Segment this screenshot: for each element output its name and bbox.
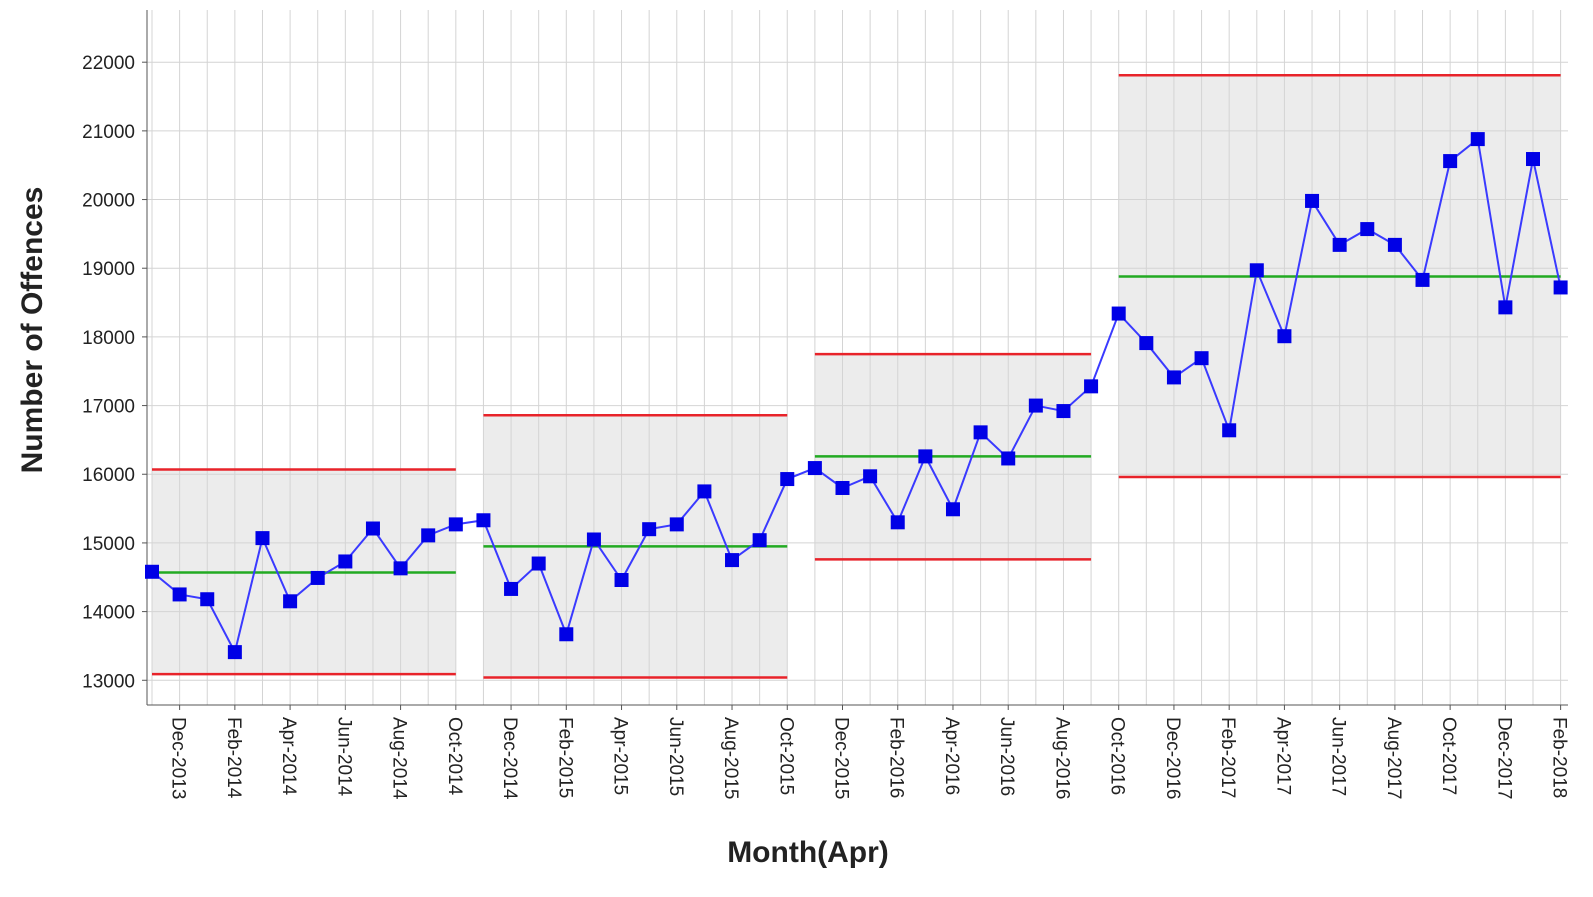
x-tick-label: Jun-2016 <box>996 717 1017 796</box>
data-point <box>1166 370 1181 385</box>
y-tick-label: 15000 <box>82 534 135 555</box>
x-tick-label: Aug-2016 <box>1051 717 1072 799</box>
data-point <box>1498 300 1513 315</box>
x-tick-label: Apr-2017 <box>1272 717 1293 795</box>
data-point <box>807 461 822 476</box>
data-point <box>1111 306 1126 321</box>
y-tick-label: 16000 <box>82 465 135 486</box>
data-point <box>918 449 933 464</box>
x-tick-label: Oct-2015 <box>775 717 796 795</box>
data-point <box>614 573 629 588</box>
data-point <box>1194 351 1209 366</box>
x-tick-label: Dec-2017 <box>1493 717 1514 799</box>
x-tick-label: Apr-2016 <box>941 717 962 795</box>
x-tick-label: Jun-2017 <box>1328 717 1349 796</box>
data-point <box>283 594 298 609</box>
y-tick-label: 20000 <box>82 191 135 212</box>
x-tick-label: Feb-2014 <box>223 717 244 799</box>
data-point <box>1305 193 1320 208</box>
data-point <box>200 592 215 607</box>
x-tick-label: Dec-2015 <box>831 717 852 799</box>
data-point <box>890 515 905 530</box>
data-point <box>1526 152 1540 167</box>
x-tick-label: Dec-2013 <box>168 717 189 799</box>
data-point <box>752 533 767 548</box>
y-tick-label: 22000 <box>82 53 135 74</box>
y-tick-label: 17000 <box>82 397 135 418</box>
data-point <box>1415 272 1430 287</box>
x-tick-label: Jun-2015 <box>665 717 686 796</box>
x-tick-label: Aug-2015 <box>720 717 741 799</box>
data-point <box>476 513 491 528</box>
x-tick-label: Jun-2014 <box>333 717 354 797</box>
data-point <box>1553 280 1568 295</box>
x-tick-label: Apr-2014 <box>278 717 299 796</box>
x-axis-title: Month(Apr) <box>727 836 889 869</box>
data-point <box>145 564 159 579</box>
data-point <box>1387 237 1402 252</box>
data-point <box>448 517 463 532</box>
y-axis-title: Number of Offences <box>16 187 49 474</box>
data-point <box>1001 451 1016 466</box>
data-point <box>1277 329 1292 344</box>
x-tick-label: Feb-2016 <box>886 717 907 798</box>
data-point <box>642 522 657 537</box>
x-tick-label: Oct-2016 <box>1107 717 1128 795</box>
data-point <box>945 502 960 517</box>
x-tick-label: Feb-2015 <box>554 717 575 798</box>
data-line <box>151 137 1562 655</box>
data-point <box>586 532 601 547</box>
x-tick-label: Dec-2016 <box>1162 717 1183 799</box>
data-point <box>697 484 712 499</box>
data-point <box>504 581 519 596</box>
data-point <box>1443 154 1458 169</box>
data-point <box>1360 222 1375 237</box>
y-tick-label: 18000 <box>82 328 135 349</box>
data-point <box>531 556 546 571</box>
data-point <box>1028 398 1043 413</box>
x-tick-label: Oct-2014 <box>444 717 465 796</box>
data-point <box>172 587 187 602</box>
data-point <box>1084 379 1099 394</box>
data-point <box>393 561 408 576</box>
data-point <box>227 645 242 660</box>
data-point <box>669 517 684 532</box>
data-point <box>780 472 795 487</box>
x-tick-label: Aug-2014 <box>389 717 410 800</box>
x-tick-label: Apr-2015 <box>610 717 631 795</box>
y-tick-label: 14000 <box>82 603 135 624</box>
data-point <box>338 554 353 569</box>
data-point <box>255 531 270 546</box>
y-tick-label: 21000 <box>82 122 135 143</box>
data-point <box>835 480 850 495</box>
x-tick-label: Feb-2017 <box>1217 717 1238 798</box>
x-tick-label: Oct-2017 <box>1438 717 1459 795</box>
data-point <box>1470 132 1485 147</box>
data-point <box>1139 336 1154 351</box>
data-point <box>365 521 380 536</box>
x-tick-label: Aug-2017 <box>1383 717 1404 799</box>
data-point <box>310 570 325 585</box>
y-tick-label: 13000 <box>82 671 135 692</box>
data-point <box>1332 237 1347 252</box>
x-tick-label: Feb-2018 <box>1549 717 1570 798</box>
data-point <box>1056 404 1071 419</box>
data-point <box>725 553 740 568</box>
data-point <box>1249 263 1264 278</box>
data-point <box>1222 423 1237 438</box>
y-tick-label: 19000 <box>82 259 135 280</box>
data-point <box>421 528 436 543</box>
data-point <box>863 469 878 484</box>
data-point <box>559 627 574 642</box>
x-tick-label: Dec-2014 <box>499 717 520 800</box>
data-point <box>973 425 988 440</box>
